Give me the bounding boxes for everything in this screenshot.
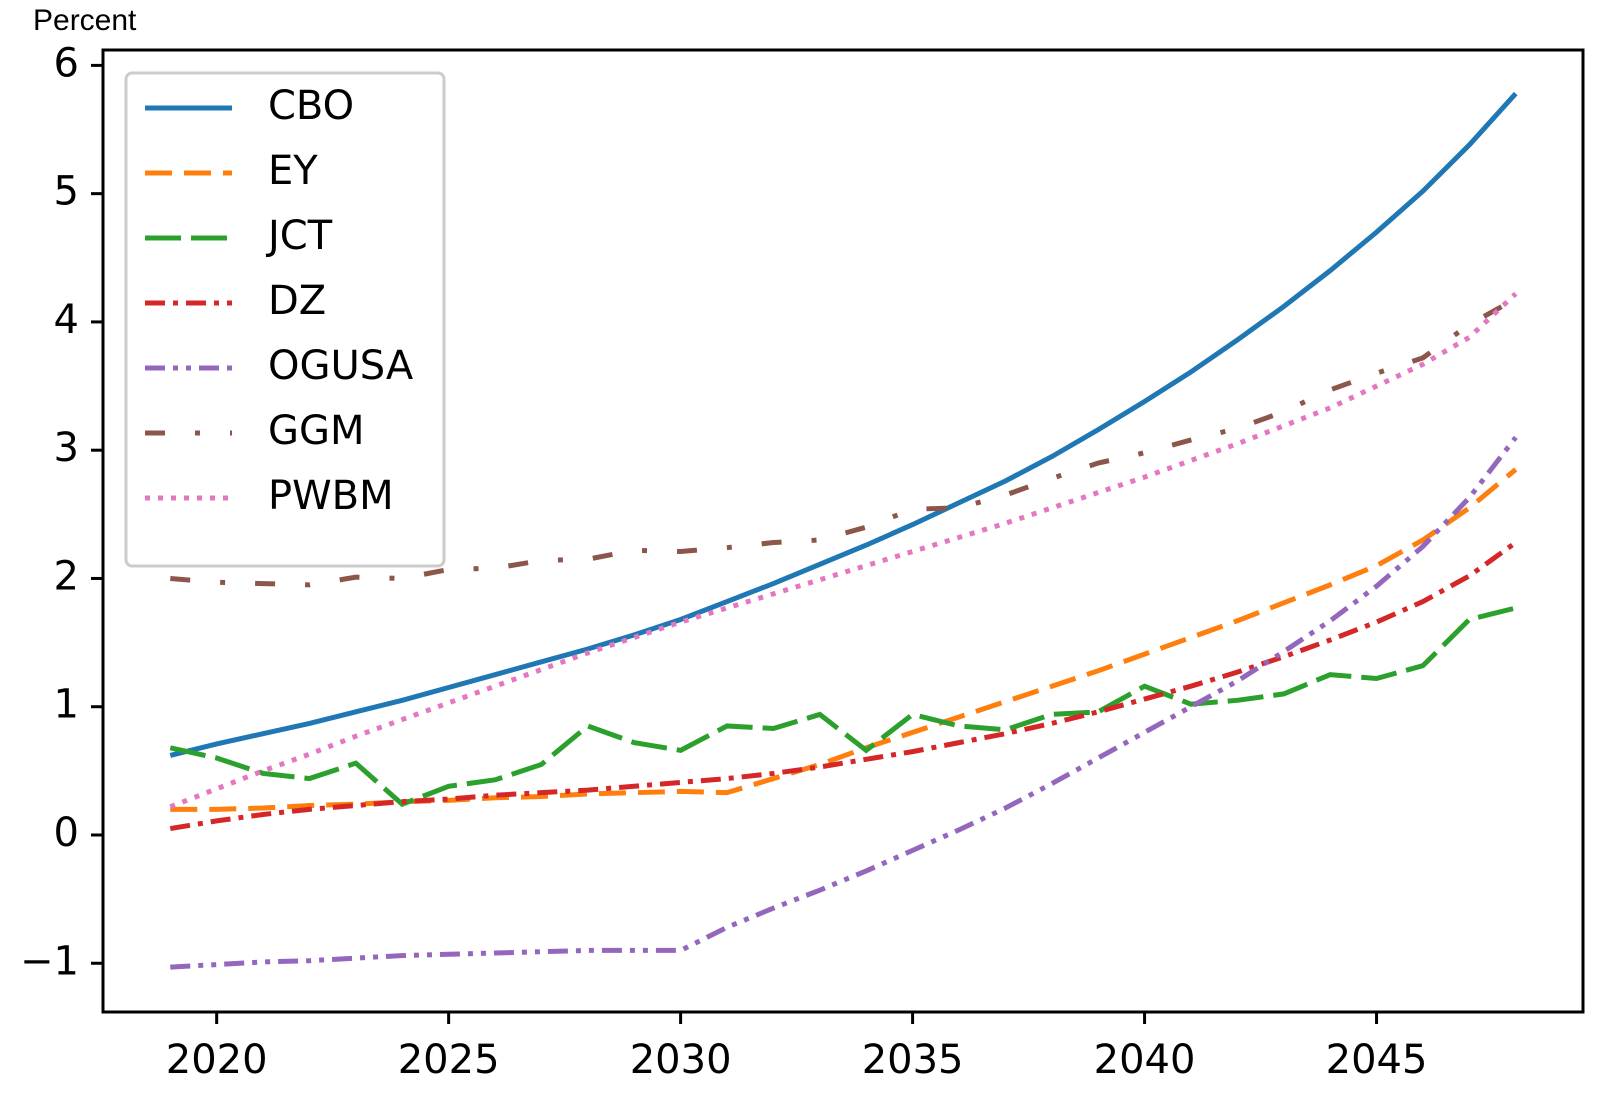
legend-label: PWBM (268, 473, 394, 519)
x-tick-label: 2030 (630, 1037, 732, 1083)
x-tick-label: 2020 (166, 1037, 268, 1083)
legend-label: CBO (268, 83, 354, 129)
series-line (169, 605, 1517, 808)
legend-label: OGUSA (268, 343, 414, 389)
y-tick-label: 1 (54, 682, 79, 728)
series-line (170, 435, 1518, 970)
plot-frame (101, 48, 1585, 1014)
y-tick-label: −1 (20, 938, 79, 984)
y-tick-label: 5 (54, 169, 79, 215)
y-axis-label: Percent (33, 4, 137, 37)
y-tick-label: 2 (54, 553, 79, 599)
y-tick-label: 6 (54, 40, 79, 86)
series-line (170, 467, 1518, 812)
x-tick-label: 2035 (862, 1037, 964, 1083)
x-tick-label: 2025 (398, 1037, 500, 1083)
legend-label: EY (268, 148, 318, 194)
y-tick-label: 4 (54, 297, 79, 343)
y-tick-label: 3 (54, 425, 79, 471)
series-line (169, 291, 1518, 810)
y-tick-label: 0 (54, 810, 79, 856)
x-tick-label: 2040 (1094, 1037, 1196, 1083)
legend-label: DZ (268, 278, 326, 324)
legend-label: GGM (268, 408, 365, 454)
legend-label: JCT (265, 213, 333, 259)
series-line (169, 91, 1518, 758)
x-tick-label: 2045 (1326, 1037, 1428, 1083)
series-line (169, 540, 1518, 832)
legend-box (124, 71, 446, 568)
